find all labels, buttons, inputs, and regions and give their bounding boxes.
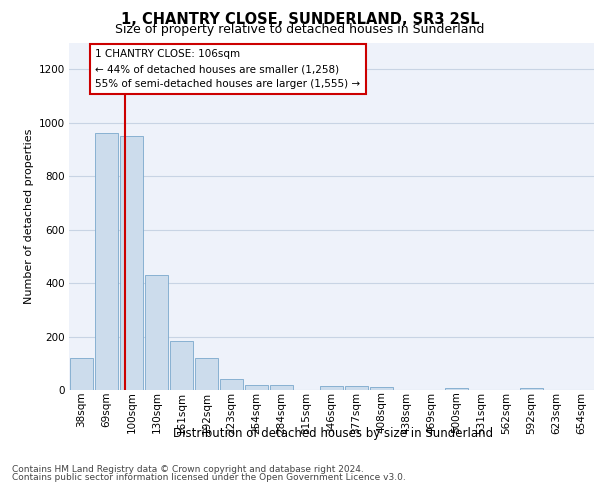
Text: Contains public sector information licensed under the Open Government Licence v3: Contains public sector information licen… [12,472,406,482]
Bar [345,386,368,390]
Bar [95,134,118,390]
Text: Distribution of detached houses by size in Sunderland: Distribution of detached houses by size … [173,428,493,440]
Bar [220,379,243,390]
Bar [520,388,543,390]
Y-axis label: Number of detached properties: Number of detached properties [25,128,34,304]
Bar [145,275,168,390]
Bar [320,386,343,390]
Text: Contains HM Land Registry data © Crown copyright and database right 2024.: Contains HM Land Registry data © Crown c… [12,465,364,474]
Bar [245,384,268,390]
Bar [270,385,293,390]
Bar [195,358,218,390]
Text: 1, CHANTRY CLOSE, SUNDERLAND, SR3 2SL: 1, CHANTRY CLOSE, SUNDERLAND, SR3 2SL [121,12,479,28]
Bar [370,388,393,390]
Bar [70,358,93,390]
Bar [170,340,193,390]
Bar [120,136,143,390]
Text: 1 CHANTRY CLOSE: 106sqm
← 44% of detached houses are smaller (1,258)
55% of semi: 1 CHANTRY CLOSE: 106sqm ← 44% of detache… [95,50,361,89]
Text: Size of property relative to detached houses in Sunderland: Size of property relative to detached ho… [115,22,485,36]
Bar [445,388,468,390]
